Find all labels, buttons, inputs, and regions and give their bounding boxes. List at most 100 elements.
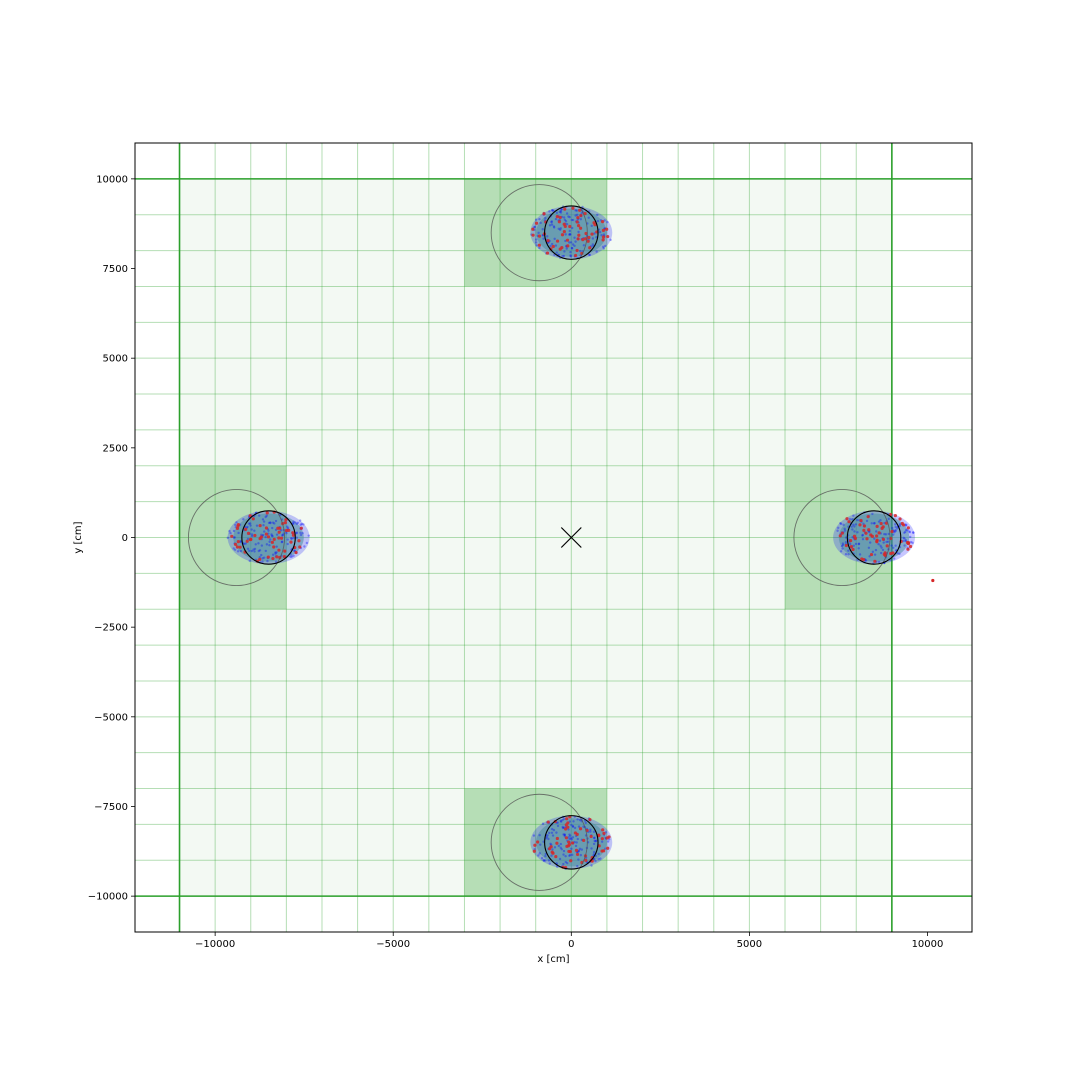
red-point [875,540,879,544]
cluster-point [577,825,581,828]
cluster-point [606,220,609,224]
cluster-point [569,250,572,254]
red-point [236,540,240,544]
cluster-point [298,519,302,522]
cluster-point [239,540,242,543]
red-point [597,833,601,837]
cluster-point [871,512,874,516]
red-point [555,239,560,243]
cluster-point [544,854,547,858]
cluster-point [571,243,575,246]
cluster-point [606,840,610,843]
red-point [578,827,583,831]
cluster-point [571,836,575,839]
cluster-point [887,532,890,536]
red-point [606,846,610,850]
cluster-point [562,853,565,856]
cluster-point [233,536,236,539]
red-point [866,515,870,519]
red-point [601,235,606,239]
cluster-point [556,821,559,824]
cluster-point [538,217,541,221]
cluster-point [890,544,893,547]
red-point [275,555,279,559]
cluster-point [898,552,901,556]
cluster-point [874,548,878,552]
red-point [291,533,296,537]
cluster-point [589,830,592,833]
cluster-point [559,842,563,846]
cluster-point [902,536,905,540]
cluster-point [577,849,581,852]
axis-ticks: −10000 −5000 0 5000 10000 −10000 −7500 −5000 −25… [88,174,944,950]
cluster-point [548,862,551,865]
cluster-point [903,531,906,534]
red-point [562,230,566,234]
cluster-point [565,222,569,226]
cluster-point [303,545,306,548]
cluster-point [550,827,554,831]
cluster-point [550,242,554,246]
cluster-point [575,209,578,212]
cluster-point [295,531,299,534]
red-point [277,536,281,540]
cluster-point [568,241,571,244]
red-point [264,532,268,536]
cluster-point [580,848,584,851]
cluster-point [545,836,549,839]
cluster-point [267,529,270,532]
cluster-point [853,530,856,533]
outer-ring [793,488,891,587]
cluster-point [257,549,260,553]
cluster-point [904,539,907,543]
red-point [601,238,605,242]
red-point [283,521,288,525]
red-point [272,537,276,541]
cluster-point [602,233,606,236]
red-point [555,841,559,845]
cluster-point [302,523,305,526]
red-point [291,531,295,535]
cluster-point [557,844,560,848]
cluster-point [896,527,899,530]
red-point [545,251,550,255]
cluster [490,184,613,282]
cluster-point [870,522,873,525]
red-point [566,825,570,829]
cluster-point [274,552,277,555]
red-point [576,237,580,241]
red-point [875,524,879,528]
cluster-point [305,541,309,545]
cluster-point [609,238,612,242]
cluster-point [577,230,580,234]
cluster-point [579,853,583,857]
cluster-point [861,533,865,537]
cluster-point [234,523,237,527]
cluster-point [600,840,604,843]
cluster-point [551,209,554,212]
cluster-point [904,530,907,534]
cluster-point [903,544,906,547]
cluster-point [861,537,865,541]
cluster-point [250,549,254,553]
cluster-point [839,522,842,525]
y-axis-label: y [cm] [73,521,84,553]
cluster-point [858,553,862,556]
red-point [858,523,862,527]
cluster-point [550,854,553,857]
red-point [258,524,262,528]
cluster-point [908,530,911,533]
cluster-point [250,534,254,538]
cluster-point [546,235,549,238]
cluster-point [868,530,871,534]
cluster-point [239,540,242,544]
red-point [588,246,592,250]
y-tick-label: 5000 [103,354,128,365]
cluster-point [557,227,560,230]
cluster-point [843,527,846,531]
cluster-point [246,537,250,541]
cluster-point [558,210,562,214]
cluster-point [544,859,547,862]
cluster-point [877,560,881,564]
red-point [582,838,586,842]
